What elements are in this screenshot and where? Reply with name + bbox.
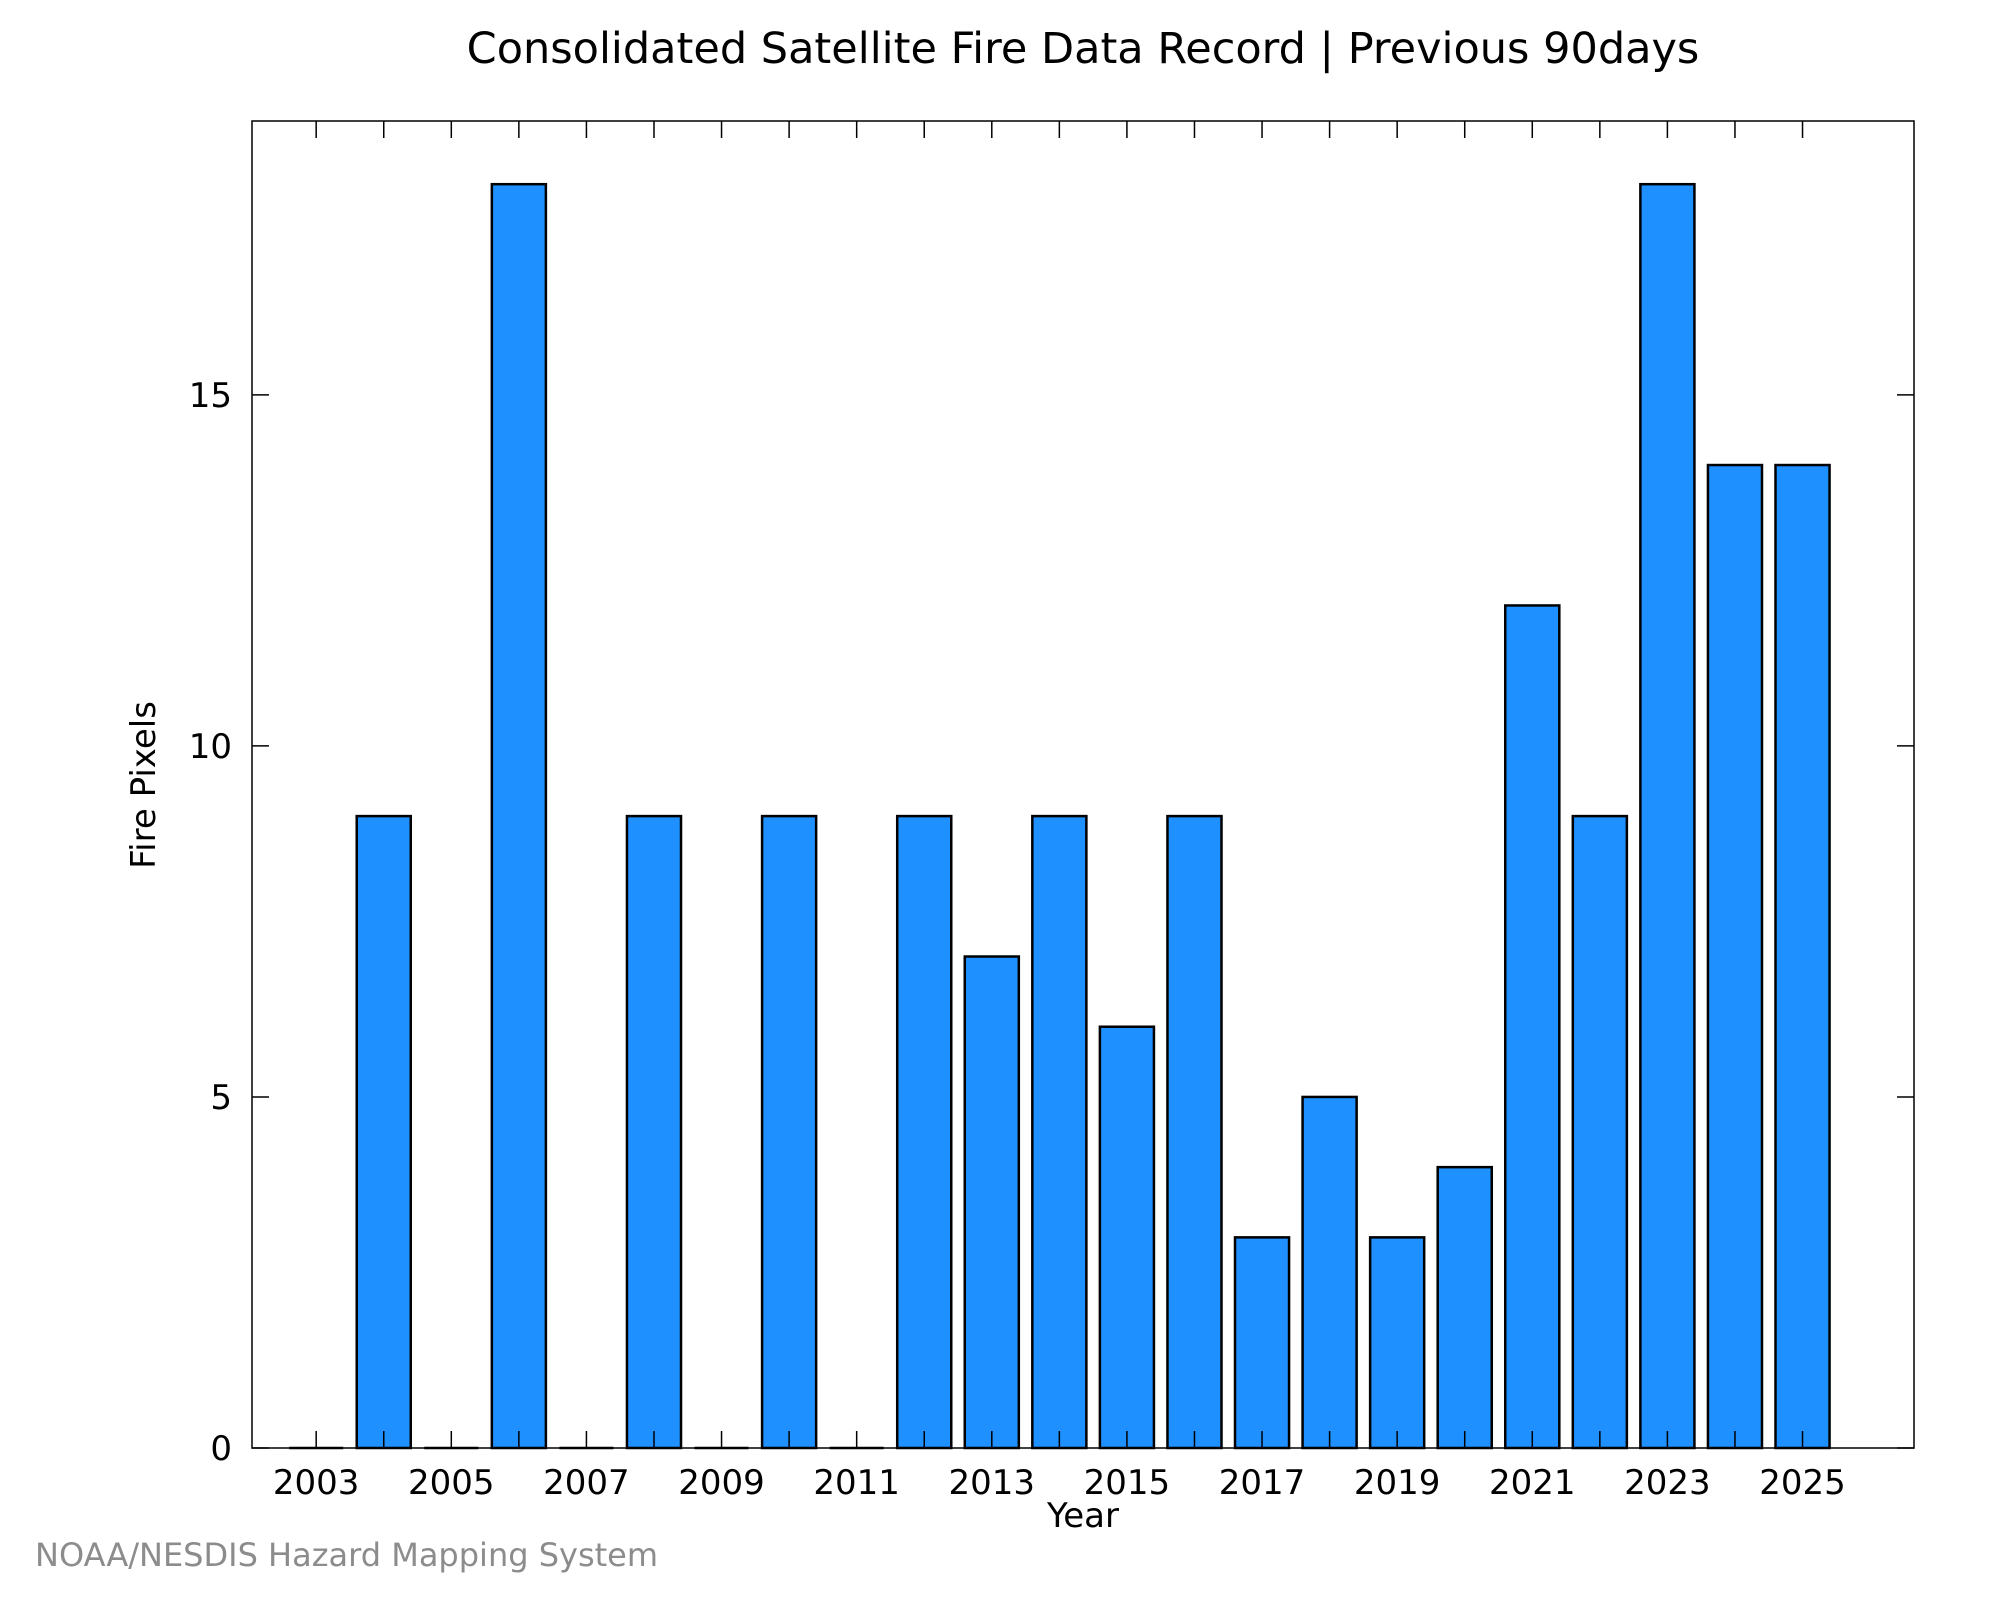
bar-2013: [963, 955, 1021, 1450]
plot-frame: [251, 120, 1915, 1449]
bar-2020: [1436, 1165, 1493, 1450]
bar-2016: [1166, 814, 1223, 1450]
y-axis-label: Fire Pixels: [124, 701, 164, 869]
ticks-layer: 0 5 10 15 2003 2005 2007 2009 2011 2013 2015 2017 20…: [189, 121, 1914, 1503]
bar-2015: [1098, 1025, 1156, 1450]
x-tick-label-2023: 2023: [1624, 1463, 1711, 1503]
bar-2008: [625, 814, 683, 1450]
y-tick-label-10: 10: [189, 727, 232, 767]
bar-2004: [355, 814, 413, 1450]
bars-layer: [289, 182, 1831, 1450]
bar-2024: [1706, 463, 1764, 1450]
x-tick-label-2025: 2025: [1759, 1463, 1846, 1503]
bar-2021: [1504, 604, 1561, 1450]
bar-2022: [1571, 814, 1629, 1450]
chart-title: Consolidated Satellite Fire Data Record …: [467, 24, 1700, 74]
x-tick-label-2005: 2005: [408, 1463, 495, 1503]
bar-2025: [1774, 463, 1831, 1450]
x-tick-label-2007: 2007: [543, 1463, 630, 1503]
x-tick-label-2003: 2003: [273, 1463, 360, 1503]
bar-2017: [1233, 1236, 1291, 1450]
bar-2018: [1301, 1095, 1358, 1450]
y-tick-label-15: 15: [189, 376, 232, 416]
axes-layer: [251, 120, 1915, 1449]
x-tick-label-2009: 2009: [678, 1463, 765, 1503]
x-tick-label-2011: 2011: [813, 1463, 900, 1503]
bar-2010: [760, 814, 818, 1450]
y-tick-label-0: 0: [210, 1429, 232, 1469]
x-tick-label-2013: 2013: [949, 1463, 1036, 1503]
bar-2006: [490, 182, 548, 1450]
x-tick-label-2021: 2021: [1489, 1463, 1576, 1503]
x-tick-label-2015: 2015: [1084, 1463, 1171, 1503]
bar-2014: [1031, 814, 1088, 1450]
x-axis-label: Year: [1046, 1496, 1119, 1536]
x-tick-label-2019: 2019: [1354, 1463, 1441, 1503]
y-tick-label-5: 5: [210, 1078, 232, 1118]
footer-credit: NOAA/NESDIS Hazard Mapping System: [35, 1536, 659, 1574]
bar-2012: [895, 814, 953, 1450]
x-tick-label-2017: 2017: [1219, 1463, 1306, 1503]
bar-2019: [1368, 1236, 1426, 1450]
bar-2023: [1639, 182, 1696, 1450]
